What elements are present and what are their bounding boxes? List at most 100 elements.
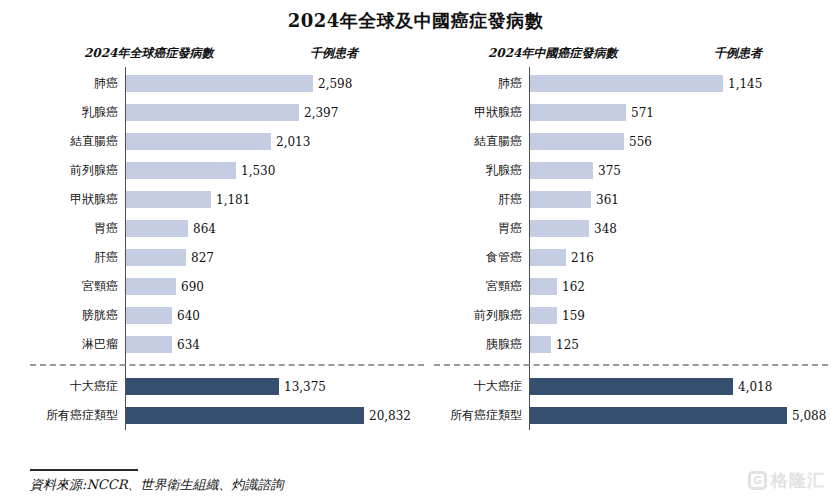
value-label: 2,013 — [276, 135, 310, 149]
chart-body: 肺癌1,145甲狀腺癌571結直腸癌556乳腺癌375肝癌361胃癌348食管癌… — [434, 69, 828, 430]
value-label: 1,530 — [241, 164, 275, 178]
cancer-bar — [126, 75, 313, 92]
bar-track: 864 — [126, 220, 424, 237]
chart-row: 十大癌症13,375 — [30, 372, 424, 401]
bar-track: 216 — [530, 249, 828, 266]
cancer-bar — [530, 133, 624, 150]
value-label: 5,088 — [792, 409, 826, 423]
chart-row: 胃癌864 — [30, 214, 424, 243]
bar-track: 690 — [126, 278, 424, 295]
bar-track: 5,088 — [530, 407, 828, 424]
category-label: 宮頸癌 — [434, 278, 530, 295]
watermark-text: 格隆汇 — [771, 469, 825, 492]
bar-track: 162 — [530, 278, 828, 295]
bar-track: 571 — [530, 104, 828, 121]
bar-track: 634 — [126, 336, 424, 353]
total-bar — [126, 378, 279, 395]
value-label: 1,181 — [216, 193, 250, 207]
total-bar — [126, 407, 364, 424]
value-label: 690 — [181, 280, 204, 294]
chart-row: 食管癌 216 — [434, 243, 828, 272]
cancer-bar — [530, 104, 626, 121]
chart-row: 乳腺癌2,397 — [30, 98, 424, 127]
chart-row: 肝癌361 — [434, 185, 828, 214]
chart-body: 肺癌2,598乳腺癌2,397結直腸癌2,013前列腺癌1,530甲狀腺癌1,1… — [30, 69, 424, 430]
category-label: 乳腺癌 — [30, 104, 126, 121]
chart-row: 甲狀腺癌571 — [434, 98, 828, 127]
cancer-bar — [126, 104, 299, 121]
category-label: 結直腸癌 — [434, 133, 530, 150]
chart-row: 宮頸癌690 — [30, 272, 424, 301]
bar-track: 13,375 — [126, 378, 424, 395]
cancer-bar — [530, 191, 591, 208]
category-label: 肺癌 — [434, 75, 530, 92]
cancer-bar — [530, 336, 551, 353]
cancer-bar — [126, 249, 186, 266]
chart-row: 肺癌 2,598 — [30, 69, 424, 98]
chart-row: 胃癌348 — [434, 214, 828, 243]
chart-unit-label: 千例患者 — [310, 45, 358, 62]
category-label: 胃癌 — [434, 220, 530, 237]
chart-row: 結直腸癌 2,013 — [30, 127, 424, 156]
total-bar — [530, 378, 733, 395]
totals-separator-dashed-line — [434, 359, 828, 372]
chart-row: 十大癌症4,018 — [434, 372, 828, 401]
chart-row: 乳腺癌375 — [434, 156, 828, 185]
value-label: 216 — [571, 251, 594, 265]
category-label: 胃癌 — [30, 220, 126, 237]
source-text: 資料來源:NCCR、世界衛生組織、灼識諮詢 — [30, 476, 283, 494]
chart-row: 膀胱癌640 — [30, 301, 424, 330]
value-label: 125 — [556, 338, 579, 352]
chart-title: 2024年全球癌症發病數 — [84, 45, 213, 62]
charts-container: 2024年全球癌症發病數 千例患者 肺癌 2,598 乳腺癌2,397 結直腸癌 2,0… — [0, 45, 831, 430]
category-label: 前列腺癌 — [434, 307, 530, 324]
category-label: 所有癌症類型 — [434, 407, 530, 424]
category-label: 十大癌症 — [30, 378, 126, 395]
bar-track: 125 — [530, 336, 828, 353]
value-label: 162 — [562, 280, 585, 294]
category-label: 胰腺癌 — [434, 336, 530, 353]
cancer-bar — [530, 278, 557, 295]
cancer-bar — [126, 162, 236, 179]
page-title: 2024年全球及中國癌症發病數 — [0, 9, 831, 33]
cancer-bar — [126, 307, 172, 324]
cancer-bar — [530, 75, 723, 92]
cancer-bar — [530, 220, 589, 237]
cancer-bar — [126, 336, 172, 353]
china-cancer-chart: 2024年中國癌症發病數 千例患者 肺癌1,145甲狀腺癌571結直腸癌556乳… — [434, 45, 828, 430]
value-label: 2,598 — [318, 77, 352, 91]
value-label: 556 — [629, 135, 652, 149]
chart-row: 所有癌症類型20,832 — [30, 401, 424, 430]
cancer-bar — [530, 307, 557, 324]
bar-track: 375 — [530, 162, 828, 179]
category-label: 肺癌 — [30, 75, 126, 92]
bar-track: 1,530 — [126, 162, 424, 179]
category-label: 所有癌症類型 — [30, 407, 126, 424]
bar-track: 361 — [530, 191, 828, 208]
gelonghui-watermark: G 格隆汇 — [748, 469, 825, 492]
bar-track: 827 — [126, 249, 424, 266]
cancer-bar — [126, 220, 188, 237]
chart-row: 結直腸癌 556 — [434, 127, 828, 156]
bar-track: 159 — [530, 307, 828, 324]
gelonghui-g-logo-icon: G — [748, 471, 767, 490]
bar-track: 640 — [126, 307, 424, 324]
category-label: 乳腺癌 — [434, 162, 530, 179]
category-label: 結直腸癌 — [30, 133, 126, 150]
chart-row: 前列腺癌1,530 — [30, 156, 424, 185]
value-label: 634 — [177, 338, 200, 352]
chart-row: 淋巴瘤634 — [30, 330, 424, 359]
cancer-bar — [126, 133, 271, 150]
category-label: 食管癌 — [434, 249, 530, 266]
category-label: 甲狀腺癌 — [434, 104, 530, 121]
chart-title: 2024年中國癌症發病數 — [488, 45, 617, 62]
bar-track: 20,832 — [126, 407, 424, 424]
chart-row: 肺癌1,145 — [434, 69, 828, 98]
chart-row: 所有癌症類型 5,088 — [434, 401, 828, 430]
chart-header: 2024年全球癌症發病數 千例患者 — [30, 45, 424, 62]
category-label: 膀胱癌 — [30, 307, 126, 324]
bar-track: 348 — [530, 220, 828, 237]
cancer-bar — [530, 249, 566, 266]
bar-track: 1,181 — [126, 191, 424, 208]
bar-track: 2,598 — [126, 75, 424, 92]
